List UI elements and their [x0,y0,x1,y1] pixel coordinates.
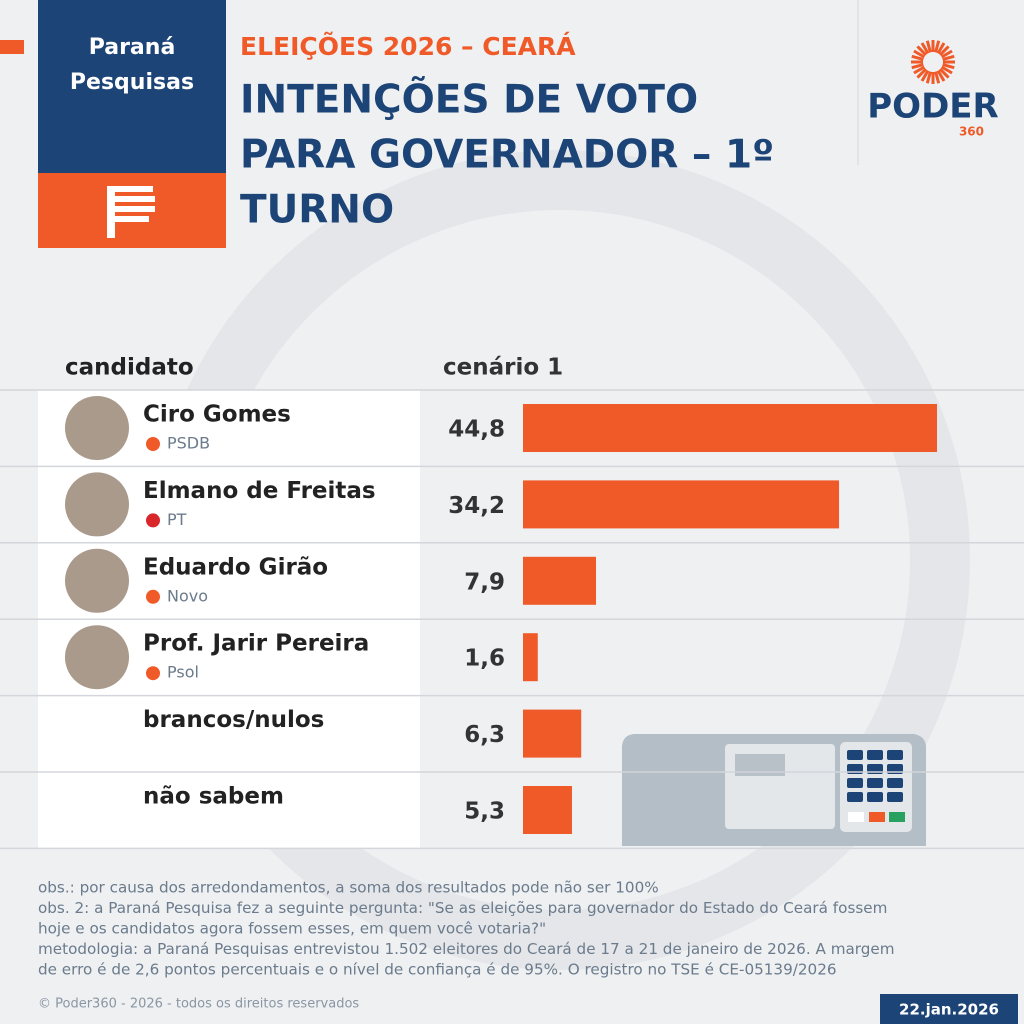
bar [523,404,937,452]
candidate-photo [65,625,129,690]
sun-ray [940,49,953,59]
institute-logo [107,186,155,238]
bar [523,786,572,834]
copyright: © Poder360 - 2026 - todos os direitos re… [38,997,359,1012]
key [867,792,883,802]
key [887,792,903,802]
logo-number: 360 [959,125,984,139]
institute-box [38,0,226,173]
value-label: 6,3 [464,722,505,748]
sun-ray [940,65,953,75]
party: PT [167,510,187,529]
accent [0,40,24,54]
party-icon [146,437,160,451]
category-label: Ciro Gomes [143,402,291,428]
bar [523,633,538,682]
sun-ray [911,63,924,70]
sun-ray [920,42,930,55]
sun-ray [942,54,955,61]
logo-sun [911,40,955,84]
sun-ray [916,45,927,56]
note: obs. 2: a Paraná Pesquisa fez a seguinte… [38,899,887,917]
sun-ray [920,69,930,82]
bar [523,709,582,758]
institute-name: Paraná [89,35,176,60]
sun-ray [925,40,932,53]
category-label: Eduardo Girão [143,554,328,580]
date-box [880,994,1018,1024]
value-label: 5,3 [464,799,505,825]
institute-name: Pesquisas [70,70,194,95]
sun-ray [936,42,946,55]
column-header: cenário 1 [443,355,563,381]
title: TURNO [240,188,394,233]
party: Novo [167,586,208,605]
party: Psol [167,663,199,682]
note: de erro é de 2,6 pontos percentuais e o … [38,961,837,979]
party-icon [146,666,160,681]
logo: PODER [867,87,998,127]
voting-machine [622,734,926,846]
candidate-photo [65,548,129,613]
category-label: Prof. Jarir Pereira [143,631,369,657]
party-icon [146,513,160,528]
sun-ray [913,49,926,59]
value-label: 1,6 [464,646,505,672]
candidate-photo [65,472,129,537]
date: 22.jan.2026 [899,1001,999,1019]
key [847,778,863,788]
column-header: candidato [65,355,194,381]
key [867,750,883,760]
sun-ray [939,45,950,56]
category-label: brancos/nulos [143,707,324,733]
value-label: 34,2 [448,493,505,519]
sun-ray [916,68,927,79]
sun-ray [942,63,955,70]
value-label: 7,9 [464,569,505,595]
candidate-photo [65,396,129,460]
bar [523,556,597,605]
key [867,778,883,788]
sun-ray [936,69,946,82]
sun-ray [934,40,941,53]
value-label: 44,8 [448,417,505,443]
sun-ray [911,54,924,61]
key [847,792,863,802]
title: INTENÇÕES DE VOTO [240,76,698,123]
party-icon [146,589,160,604]
category-label: não sabem [143,784,284,810]
key [887,750,903,760]
note: obs.: por causa dos arredondamentos, a s… [38,879,659,897]
sun-ray [913,65,926,75]
note: metodologia: a Paraná Pesquisas entrevis… [38,940,895,958]
note: hoje e os candidatos agora fossem esses,… [38,920,546,938]
key [887,778,903,788]
category-label: Elmano de Freitas [143,478,376,504]
subtitle: ELEIÇÕES 2026 – CEARÁ [240,31,576,61]
key [847,750,863,760]
title: PARA GOVERNADOR – 1º [240,133,774,178]
sun-ray [934,71,941,84]
bar [523,480,840,529]
sun-ray [939,68,950,79]
sun-ray [925,71,932,84]
party: PSDB [167,434,210,453]
